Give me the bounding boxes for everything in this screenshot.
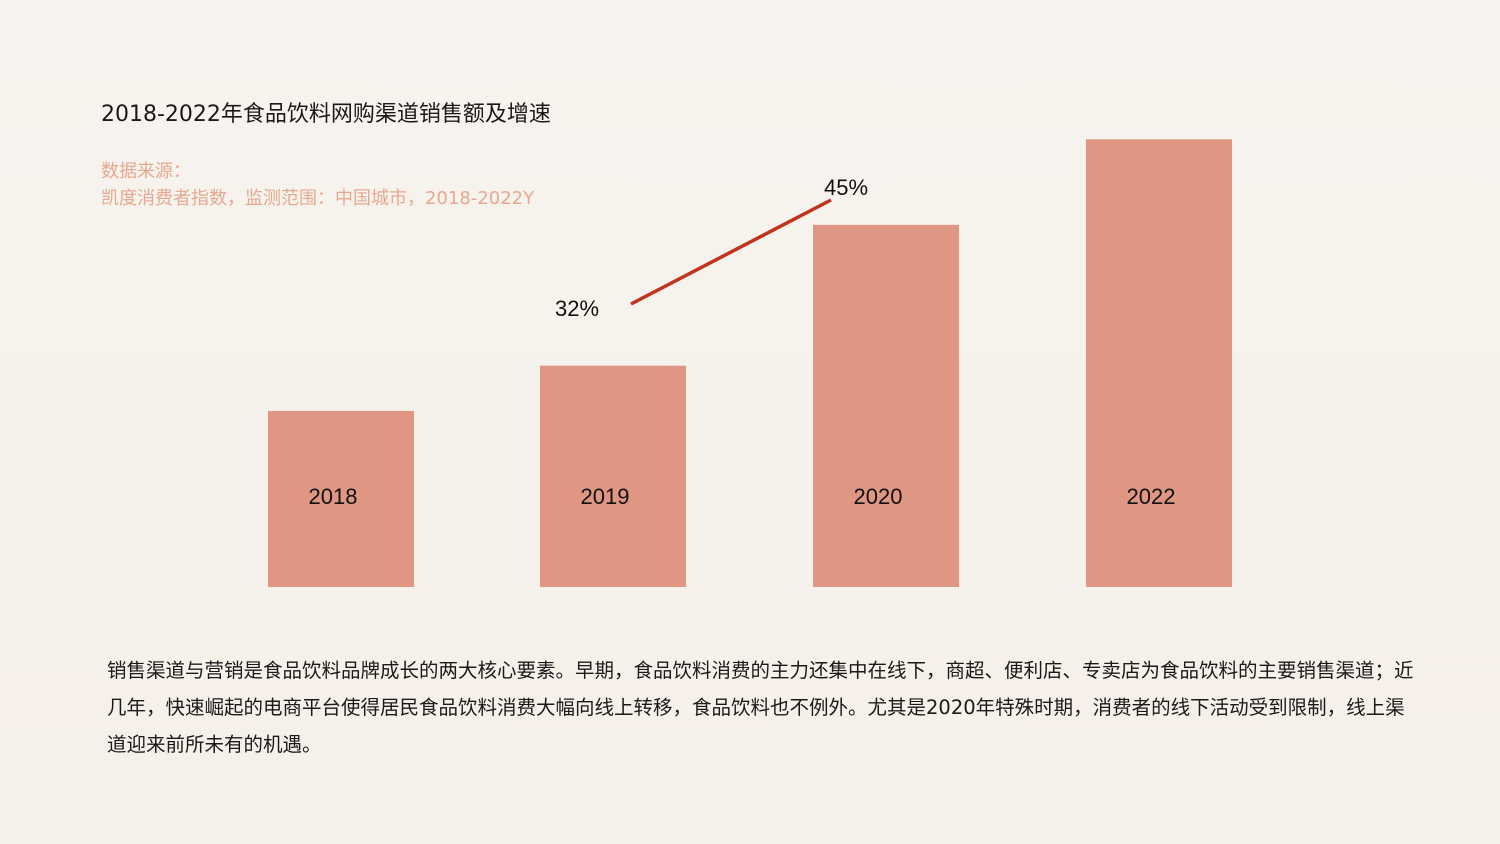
growth-line [630,198,832,306]
growth-label-2019: 32% [555,296,599,321]
bar-label-2022: 2022 [1127,484,1176,509]
bar-label-2020: 2020 [854,484,903,509]
data-source-text: 凯度消费者指数，监测范围：中国城市，2018-2022Y [101,188,535,209]
growth-line-layer: 32% 45% [555,175,868,321]
bar-2018 [268,410,414,587]
bar-label-2018: 2018 [309,484,358,509]
bar-2019 [540,365,686,587]
body-paragraph: 销售渠道与营销是食品饮料品牌成长的两大核心要素。早期，食品饮料消费的主力还集中在… [107,659,1414,756]
bar-2020 [813,224,959,587]
growth-label-2020: 45% [824,175,868,200]
chart-title: 2018-2022年食品饮料网购渠道销售额及增速 [101,102,551,127]
bar-label-2019: 2019 [581,484,630,509]
data-source-label: 数据来源： [101,161,191,182]
bar-2022 [1086,139,1232,587]
data-source: 数据来源： 凯度消费者指数，监测范围：中国城市，2018-2022Y [101,158,534,212]
bars-layer: 2018 2019 2020 2022 [268,139,1232,587]
